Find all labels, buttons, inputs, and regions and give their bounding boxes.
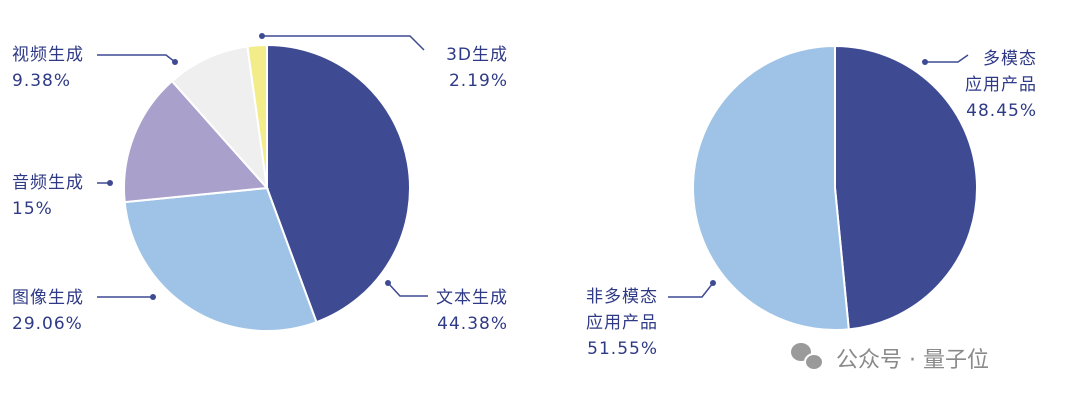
pie-slice — [266, 43, 411, 324]
slice-name: 音频生成 — [12, 173, 84, 193]
slice-value: 15% — [12, 199, 53, 219]
leader-line — [387, 282, 428, 297]
slice-value: 29.06% — [12, 314, 83, 334]
slice-name: 图像生成 — [12, 288, 84, 308]
leader-line — [262, 35, 425, 51]
slice-name: 3D生成 — [446, 45, 508, 65]
leader-line — [925, 54, 969, 63]
pie-slice — [834, 44, 978, 331]
slice-value: 51.55% — [587, 339, 658, 359]
leader-dot — [107, 180, 113, 186]
slice-label: 音频生成 15% — [12, 170, 84, 222]
slice-name: 视频生成 — [12, 45, 84, 65]
slice-name: 文本生成 — [436, 288, 508, 308]
pie-slice — [246, 43, 268, 189]
slice-value: 44.38% — [437, 314, 508, 334]
slice-label: 文本生成 44.38% — [436, 285, 508, 337]
slice-value: 9.38% — [12, 71, 72, 91]
wechat-icon — [791, 343, 824, 371]
slice-label: 多模态 应用产品 48.45% — [965, 46, 1037, 124]
watermark: 公众号 · 量子位 — [836, 348, 989, 373]
slice-name: 非多模态 应用产品 — [586, 287, 658, 333]
pie-slice — [123, 186, 318, 332]
leader-dot — [150, 294, 156, 300]
slice-label: 非多模态 应用产品 51.55% — [586, 284, 658, 362]
leader-dot — [922, 59, 928, 65]
slice-value: 2.19% — [448, 71, 508, 91]
leader-dot — [385, 280, 391, 286]
pie-slice — [170, 45, 269, 192]
slice-label: 3D生成 2.19% — [446, 42, 508, 94]
leader-line — [668, 282, 714, 298]
leader-dot — [710, 280, 716, 286]
slice-label: 图像生成 29.06% — [12, 285, 84, 337]
leader-dot — [172, 59, 178, 65]
pie-slice — [123, 79, 270, 204]
slice-label: 视频生成 9.38% — [12, 42, 84, 94]
slice-name: 多模态 应用产品 — [965, 49, 1037, 95]
leader-line — [97, 54, 176, 63]
pie-slice — [692, 44, 850, 331]
slice-value: 48.45% — [966, 101, 1037, 121]
leader-dot — [259, 33, 265, 39]
